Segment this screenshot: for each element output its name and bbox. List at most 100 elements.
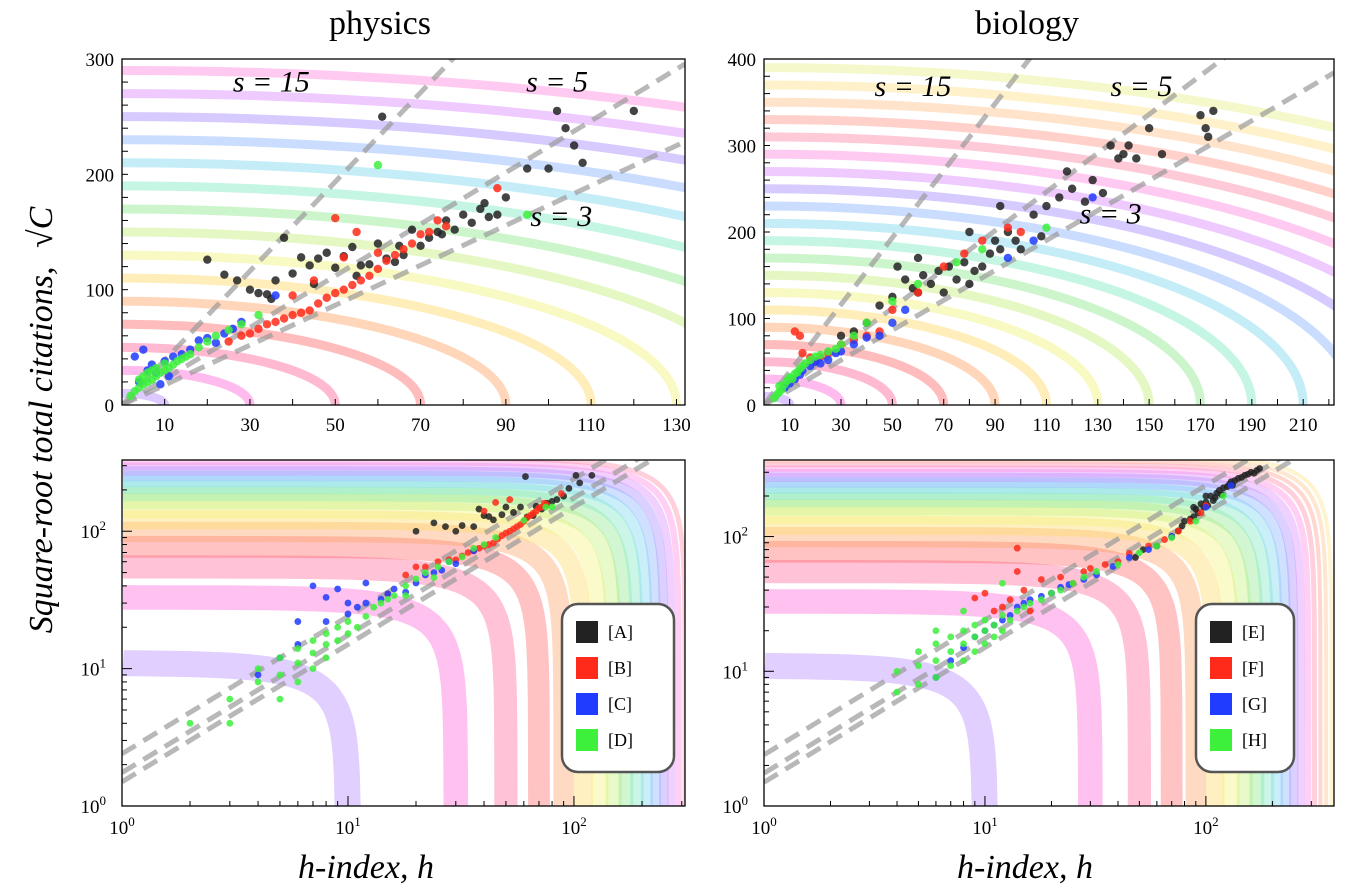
y-tick-label: 100 xyxy=(86,281,115,302)
reference-lines xyxy=(764,460,1298,785)
data-point xyxy=(569,141,579,150)
contour-band xyxy=(1109,460,1329,806)
plot-frame xyxy=(763,459,1335,807)
x-tick-label: 190 xyxy=(1238,415,1267,436)
data-point xyxy=(561,124,570,133)
data-point xyxy=(279,233,289,242)
data-point xyxy=(399,245,408,254)
data-point xyxy=(288,310,297,320)
data-point xyxy=(1202,503,1210,511)
contour-band xyxy=(122,585,469,806)
data-point xyxy=(430,574,438,581)
data-point xyxy=(296,253,306,262)
data-point xyxy=(276,695,284,703)
data-point xyxy=(517,503,524,511)
data-point xyxy=(1196,111,1205,120)
contour-band xyxy=(764,322,1000,405)
contour-band xyxy=(123,501,609,806)
data-point xyxy=(412,563,420,571)
contour-band xyxy=(123,480,644,806)
data-point xyxy=(862,318,871,328)
data-point xyxy=(981,627,989,635)
data-point xyxy=(1003,253,1013,263)
data-point xyxy=(245,285,255,294)
series-D xyxy=(126,160,532,400)
x-tick-label: 101 xyxy=(972,814,998,839)
contour-band xyxy=(765,486,1275,806)
contour-band xyxy=(764,149,1334,249)
data-point xyxy=(498,511,506,519)
data-point xyxy=(203,337,212,346)
data-point xyxy=(1037,232,1046,241)
data-point xyxy=(356,261,366,270)
y-tick-label: 200 xyxy=(86,165,115,186)
data-point xyxy=(365,260,374,269)
data-point xyxy=(985,249,995,258)
data-point xyxy=(558,490,565,497)
data-point xyxy=(501,193,511,202)
data-point xyxy=(1080,197,1090,206)
data-point xyxy=(576,479,584,487)
data-point xyxy=(947,662,955,670)
data-point xyxy=(139,345,148,354)
data-point xyxy=(430,569,438,576)
data-point xyxy=(926,279,936,289)
data-point xyxy=(294,678,302,686)
y-tick-label: 101 xyxy=(81,656,107,681)
data-point xyxy=(464,549,472,556)
data-point xyxy=(322,654,330,662)
data-point xyxy=(1037,596,1045,604)
data-point xyxy=(913,288,923,297)
legend-label: [F] xyxy=(1242,658,1264,678)
legend: [A] [B] [C] [D] xyxy=(560,602,676,774)
contour-band xyxy=(764,374,846,405)
data-point xyxy=(1042,223,1051,232)
contour-band xyxy=(764,339,949,405)
y-tick-label: 101 xyxy=(723,658,749,683)
legend-label: [C] xyxy=(608,694,632,714)
panel-title-physics: physics xyxy=(329,5,431,42)
data-point xyxy=(932,657,940,665)
contour-band xyxy=(765,499,1253,806)
y-tick-label: 0 xyxy=(747,396,757,417)
data-point xyxy=(553,496,561,503)
y-tick-label: 102 xyxy=(723,524,749,549)
data-point xyxy=(493,183,502,193)
data-point xyxy=(365,271,374,281)
data-point xyxy=(1026,607,1034,615)
data-point xyxy=(254,665,262,673)
data-point xyxy=(1029,236,1038,245)
data-point xyxy=(510,509,517,516)
data-point xyxy=(1227,481,1235,489)
data-point xyxy=(901,275,910,284)
reference-line xyxy=(764,70,1334,405)
data-point xyxy=(322,248,331,257)
x-tick-label: 90 xyxy=(986,415,1005,436)
contour-bands xyxy=(764,460,1334,806)
data-point xyxy=(952,275,961,284)
data-point xyxy=(1197,509,1205,517)
x-tick-label: 210 xyxy=(1289,415,1318,436)
data-point xyxy=(823,347,833,356)
y-tick-label: 102 xyxy=(81,518,107,543)
data-point xyxy=(309,276,319,285)
data-point xyxy=(458,522,466,529)
panel-physics-log: 100 101 102 100 101 102 [A] [B] [C] [D] xyxy=(81,459,686,839)
plot-frame xyxy=(121,459,686,807)
data-point xyxy=(384,590,392,598)
y-axis-title-symbol: √C xyxy=(23,206,60,248)
contour-band xyxy=(764,115,1334,199)
data-point xyxy=(194,343,203,352)
data-point xyxy=(915,648,922,655)
data-point xyxy=(484,212,494,222)
y-tick-label: 300 xyxy=(86,50,115,71)
data-point xyxy=(795,331,805,340)
data-point xyxy=(322,593,330,601)
data-point xyxy=(424,233,434,242)
contour-band xyxy=(764,652,998,806)
data-point xyxy=(348,242,357,252)
data-point xyxy=(362,612,370,620)
data-point xyxy=(1013,544,1021,552)
data-point xyxy=(542,503,550,511)
data-point xyxy=(1203,132,1213,142)
